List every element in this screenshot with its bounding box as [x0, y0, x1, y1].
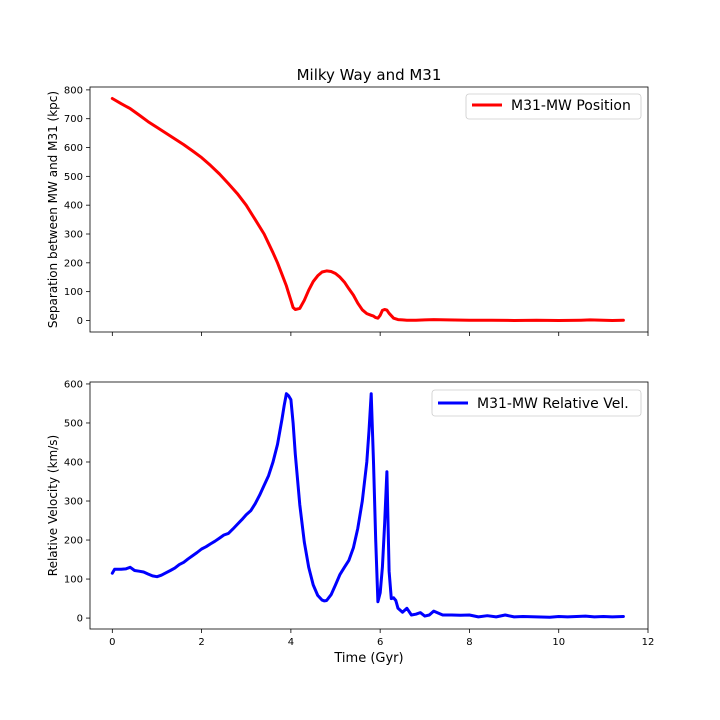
position-axis-ticks: 0 100 200 300 400 500 600 700 800: [64, 85, 649, 336]
position-legend-label: M31-MW Position: [511, 98, 631, 114]
position-series: [110, 97, 625, 322]
velocity-legend-box: [431, 389, 642, 417]
velocity-x-tick-label: 8: [466, 637, 472, 648]
velocity-y-tick-label: 200: [64, 536, 83, 547]
velocity-y-tick-label: 400: [64, 457, 83, 468]
velocity-axes-frame: [89, 381, 649, 630]
velocity-y-tick-label: 100: [64, 575, 83, 586]
position-series-line: [110, 97, 625, 322]
position-y-axis-label: Separation between MW and M31 (kpc): [46, 91, 60, 328]
velocity-plot: 0 2 4 6 8 10 12 0 100 200 300 400 500 600 Relative Ve…: [46, 379, 654, 666]
position-y-tick-label: 800: [64, 85, 83, 96]
velocity-y-tick-label: 300: [64, 497, 83, 508]
chart-title: Milky Way and M31: [297, 66, 442, 84]
position-y-tick-label: 400: [64, 201, 83, 212]
velocity-series-line: [110, 392, 625, 619]
velocity-axis-ticks: 0 2 4 6 8 10 12 0 100 200 300 400 500 600: [64, 379, 654, 648]
velocity-x-tick-label: 12: [642, 637, 655, 648]
velocity-y-tick-label: 500: [64, 418, 83, 429]
position-y-tick-label: 200: [64, 258, 83, 269]
position-axes-frame: [89, 86, 649, 333]
velocity-y-axis-label: Relative Velocity (km/s): [46, 435, 60, 576]
velocity-x-tick-label: 6: [377, 637, 383, 648]
position-y-tick-label: 500: [64, 172, 83, 183]
position-y-tick-label: 700: [64, 114, 83, 125]
velocity-legend-label: M31-MW Relative Vel.: [477, 396, 629, 412]
position-plot: Milky Way and M31 0 100 200 300 400 500 600 700…: [46, 66, 649, 336]
x-axis-label: Time (Gyr): [333, 651, 403, 666]
velocity-series: [110, 392, 625, 619]
velocity-x-tick-label: 0: [109, 637, 115, 648]
position-legend: M31-MW Position: [465, 93, 642, 120]
velocity-x-tick-label: 2: [198, 637, 204, 648]
position-y-tick-label: 600: [64, 143, 83, 154]
velocity-x-tick-label: 4: [288, 637, 294, 648]
position-legend-box: [465, 93, 642, 120]
velocity-legend: M31-MW Relative Vel.: [431, 389, 642, 417]
position-y-tick-label: 300: [64, 230, 83, 241]
velocity-y-tick-label: 0: [77, 614, 83, 625]
velocity-x-tick-label: 10: [552, 637, 565, 648]
position-y-tick-label: 100: [64, 287, 83, 298]
position-y-tick-label: 0: [77, 316, 83, 327]
velocity-y-tick-label: 600: [64, 379, 83, 390]
